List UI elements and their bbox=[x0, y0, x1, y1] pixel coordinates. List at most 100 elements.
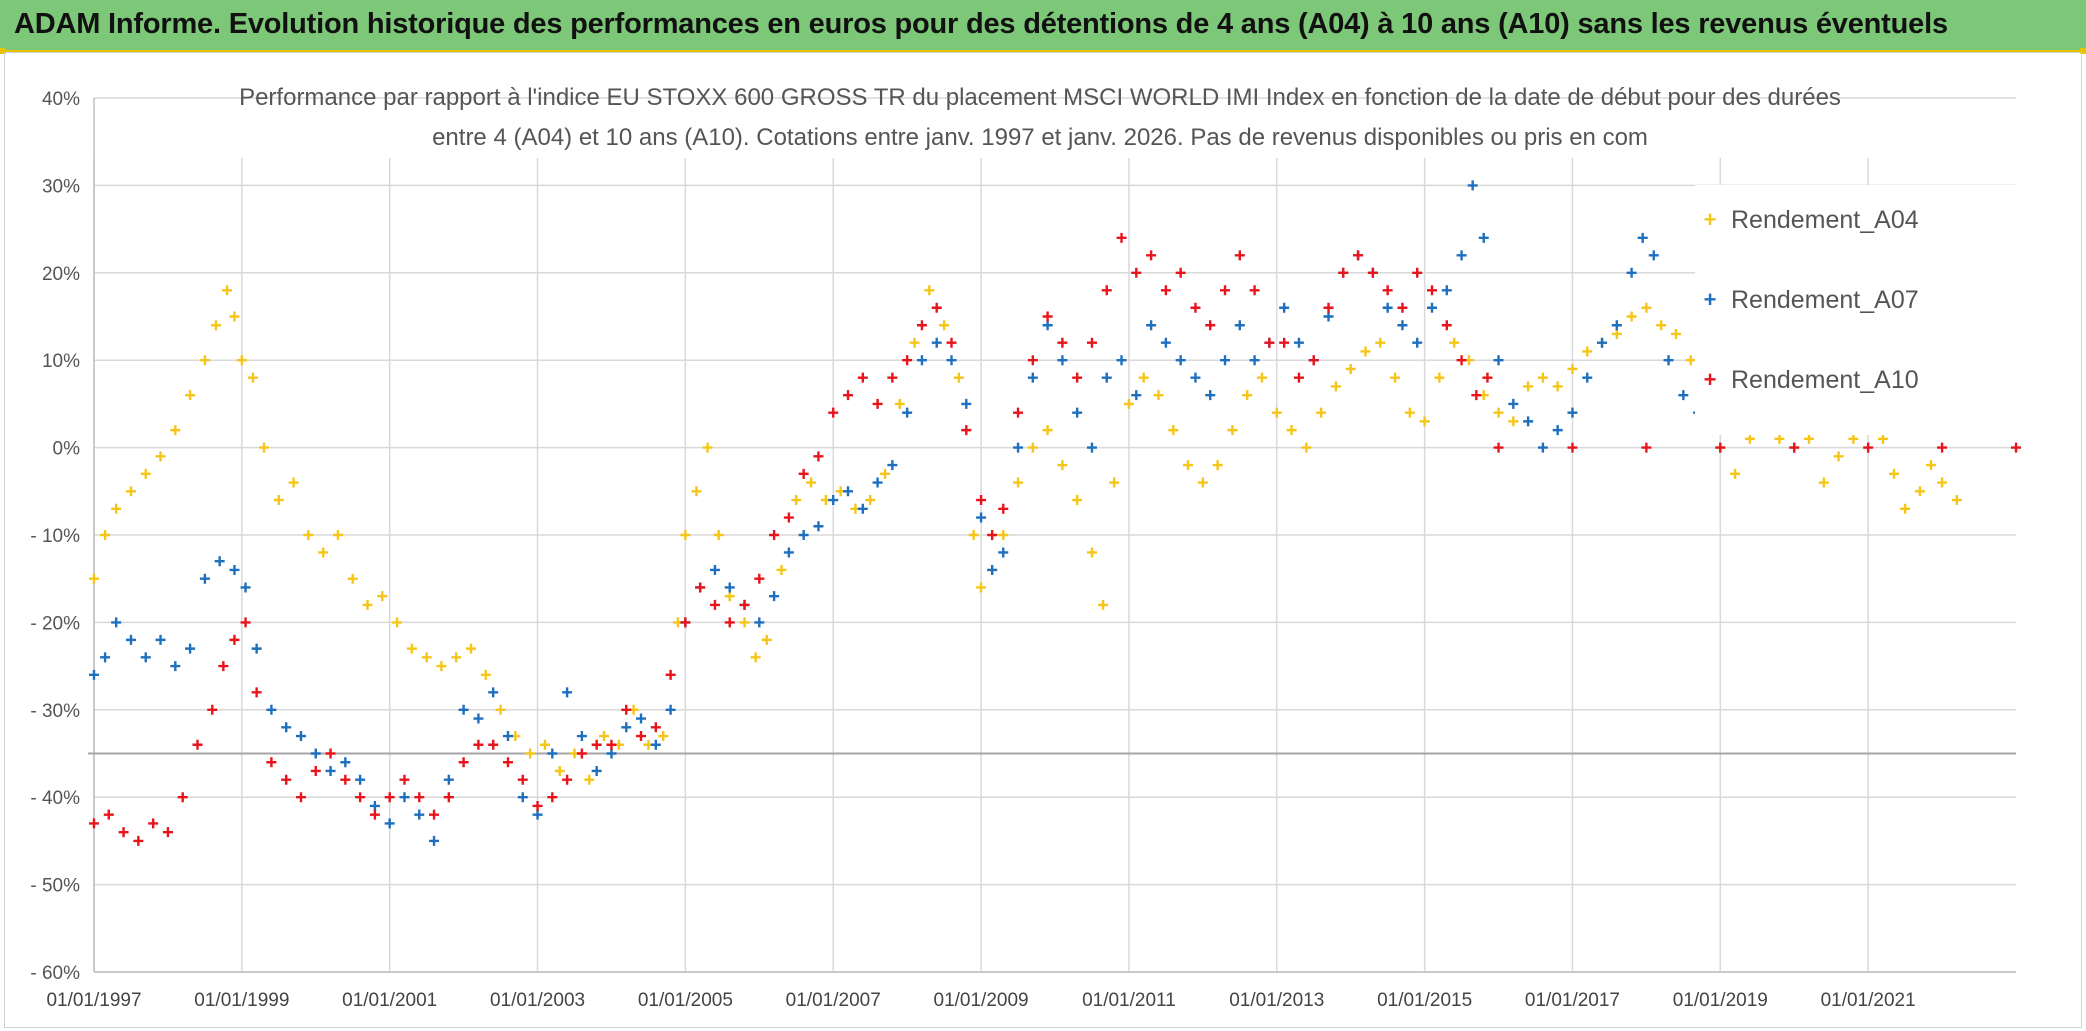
data-point bbox=[1116, 355, 1127, 366]
data-point bbox=[547, 748, 558, 759]
data-point bbox=[1597, 337, 1608, 348]
data-point bbox=[1937, 442, 1948, 453]
data-point bbox=[532, 809, 543, 820]
data-point bbox=[606, 739, 617, 750]
data-point bbox=[310, 765, 321, 776]
data-point bbox=[1293, 372, 1304, 383]
data-point bbox=[1914, 486, 1925, 497]
data-point bbox=[783, 547, 794, 558]
data-point bbox=[1197, 477, 1208, 488]
data-point bbox=[872, 398, 883, 409]
data-point bbox=[1730, 468, 1741, 479]
data-point bbox=[709, 564, 720, 575]
y-tick-label: - 20% bbox=[30, 613, 80, 634]
data-point bbox=[340, 757, 351, 768]
data-point bbox=[680, 530, 691, 540]
data-point bbox=[451, 652, 462, 663]
data-point bbox=[111, 503, 122, 514]
y-tick-label: - 10% bbox=[30, 526, 80, 547]
series-a07 bbox=[89, 180, 1718, 846]
data-point bbox=[517, 792, 528, 803]
data-point bbox=[724, 582, 735, 593]
data-point bbox=[210, 320, 221, 331]
data-point bbox=[318, 547, 329, 558]
y-tick-label: 30% bbox=[42, 176, 80, 197]
data-point bbox=[1220, 285, 1231, 296]
data-point bbox=[421, 652, 432, 663]
data-point bbox=[429, 809, 440, 820]
legend-item-a10: + Rendement_A10 bbox=[1695, 360, 1919, 400]
data-point bbox=[987, 564, 998, 575]
data-point bbox=[1256, 372, 1267, 383]
data-point bbox=[1471, 390, 1482, 401]
data-point bbox=[1131, 267, 1142, 278]
data-point bbox=[162, 827, 173, 838]
data-point bbox=[961, 398, 972, 409]
data-point bbox=[1160, 285, 1171, 296]
data-point bbox=[1013, 442, 1024, 453]
data-point bbox=[1123, 398, 1134, 409]
data-point bbox=[1427, 285, 1438, 296]
data-point bbox=[961, 425, 972, 436]
legend-marker-a10: + bbox=[1703, 367, 1717, 392]
data-point bbox=[495, 704, 506, 715]
x-tick-label: 01/01/2007 bbox=[786, 990, 881, 1011]
data-point bbox=[1523, 416, 1534, 427]
data-point bbox=[1027, 355, 1038, 366]
data-point bbox=[554, 765, 565, 776]
data-point bbox=[998, 530, 1009, 540]
data-point bbox=[1567, 407, 1578, 418]
data-point bbox=[399, 792, 410, 803]
data-point bbox=[621, 704, 632, 715]
data-point bbox=[1153, 390, 1164, 401]
x-tick-label: 01/01/1999 bbox=[194, 990, 289, 1011]
data-point bbox=[185, 390, 196, 401]
data-point bbox=[709, 599, 720, 610]
data-point bbox=[1641, 442, 1652, 453]
data-point bbox=[776, 564, 787, 575]
data-point bbox=[443, 792, 454, 803]
data-point bbox=[713, 530, 724, 540]
data-point bbox=[813, 521, 824, 532]
data-point bbox=[636, 731, 647, 742]
data-point bbox=[1086, 442, 1097, 453]
data-point bbox=[1330, 381, 1341, 392]
data-point bbox=[273, 495, 284, 506]
data-point bbox=[1670, 328, 1681, 339]
x-tick-label: 01/01/2013 bbox=[1229, 990, 1324, 1011]
data-point bbox=[170, 661, 181, 672]
data-point bbox=[924, 285, 935, 296]
data-point bbox=[266, 704, 277, 715]
data-point bbox=[946, 355, 957, 366]
data-point bbox=[798, 468, 809, 479]
data-point bbox=[355, 792, 366, 803]
data-point bbox=[480, 669, 491, 680]
data-point bbox=[1131, 390, 1142, 401]
data-point bbox=[1419, 416, 1430, 427]
data-point bbox=[754, 617, 765, 628]
data-point bbox=[1523, 381, 1534, 392]
data-point bbox=[562, 774, 573, 785]
data-point bbox=[502, 731, 513, 742]
data-point bbox=[1456, 355, 1467, 366]
data-point bbox=[399, 774, 410, 785]
data-point bbox=[155, 451, 166, 462]
data-point bbox=[724, 617, 735, 628]
legend-item-a07: + Rendement_A07 bbox=[1695, 280, 1919, 320]
data-point bbox=[1234, 320, 1245, 331]
data-point bbox=[1367, 267, 1378, 278]
data-point bbox=[266, 757, 277, 768]
data-point bbox=[1582, 372, 1593, 383]
data-point bbox=[185, 643, 196, 654]
data-point bbox=[1353, 250, 1364, 261]
data-point bbox=[702, 442, 713, 453]
data-point bbox=[340, 774, 351, 785]
data-point bbox=[769, 591, 780, 602]
chart-title-line-1: Performance par rapport à l'indice EU ST… bbox=[239, 84, 1841, 111]
data-point bbox=[517, 774, 528, 785]
data-point bbox=[103, 809, 114, 820]
data-point bbox=[89, 573, 99, 584]
data-point bbox=[916, 320, 927, 331]
x-tick-label: 01/01/1997 bbox=[46, 990, 141, 1011]
x-tick-label: 01/01/2009 bbox=[934, 990, 1029, 1011]
